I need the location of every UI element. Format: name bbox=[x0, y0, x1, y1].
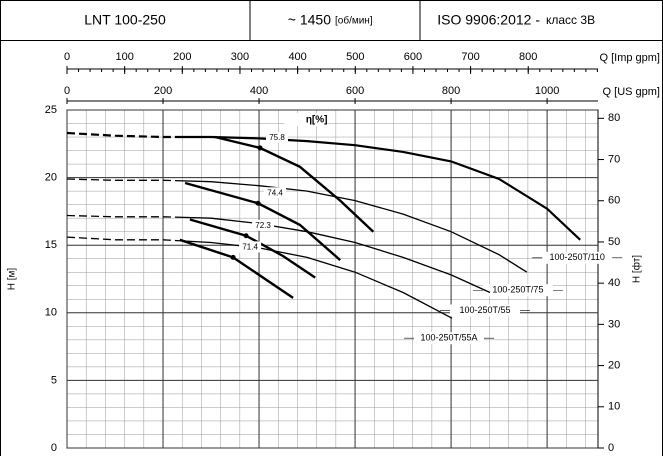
x2-tick-label: 0 bbox=[64, 51, 70, 63]
speed-unit: [об/мин] bbox=[335, 15, 373, 27]
efficiency-label: 74.4 bbox=[267, 188, 283, 197]
label-bg bbox=[264, 187, 287, 199]
standard: ISO 9906:2012 - bbox=[437, 12, 540, 28]
bep-marker bbox=[255, 200, 261, 206]
y2-tick-label: 60 bbox=[608, 195, 620, 207]
x2-axis-label: Q [Imp gpm] bbox=[599, 52, 660, 64]
pump-curve bbox=[66, 214, 491, 294]
efficiency-curve bbox=[184, 181, 341, 262]
y2-tick-label: 80 bbox=[608, 112, 620, 124]
x-tick-label: 400 bbox=[250, 85, 268, 97]
bep-marker bbox=[230, 254, 236, 260]
efficiency-curve bbox=[214, 135, 375, 233]
model: LNT 100-250 bbox=[84, 12, 166, 28]
efficiency-title: η[%] bbox=[306, 115, 328, 126]
bep-marker bbox=[243, 233, 249, 239]
plot-frame bbox=[66, 109, 599, 449]
x2-tick-label: 200 bbox=[173, 51, 191, 63]
y2-tick-label: 70 bbox=[608, 153, 620, 165]
efficiency-curve bbox=[179, 238, 294, 299]
y-tick-label: 10 bbox=[45, 307, 57, 319]
x-tick-label: 200 bbox=[154, 85, 172, 97]
pump-curve bbox=[66, 178, 528, 273]
label-bg bbox=[266, 131, 289, 143]
y-tick-label: 25 bbox=[45, 104, 57, 116]
x2-tick-label: 700 bbox=[461, 51, 479, 63]
series-label: 100-250T/75 bbox=[492, 285, 543, 295]
pump-curve bbox=[66, 131, 581, 241]
bep-marker bbox=[257, 145, 263, 151]
efficiency-label: 71.4 bbox=[242, 242, 258, 251]
y-axis-label: H [м] bbox=[7, 268, 18, 291]
x-tick-label: 1000 bbox=[535, 85, 559, 97]
label-bg bbox=[414, 332, 485, 345]
label-bg bbox=[542, 251, 613, 264]
label-bg bbox=[239, 241, 262, 253]
efficiency-curve bbox=[189, 218, 316, 279]
label-bg bbox=[449, 304, 520, 317]
y2-axis-label: H [фт] bbox=[631, 255, 643, 283]
y-tick-label: 5 bbox=[51, 374, 57, 386]
y-tick-label: 20 bbox=[45, 172, 57, 184]
label-bg bbox=[284, 113, 325, 126]
y2-tick-label: 20 bbox=[608, 359, 620, 371]
efficiency-label: 75.8 bbox=[269, 133, 285, 142]
x-axis-label: Q [US gpm] bbox=[603, 86, 660, 98]
x2-tick-label: 600 bbox=[404, 51, 422, 63]
y2-tick-label: 0 bbox=[608, 442, 614, 454]
speed: ~ 1450 bbox=[288, 12, 331, 28]
y2-tick-label: 10 bbox=[608, 401, 620, 413]
series-label: 100-250T/55A bbox=[421, 333, 478, 343]
series-label: 100-250T/110 bbox=[550, 252, 605, 262]
y2-tick-label: 30 bbox=[608, 318, 620, 330]
y2-tick-label: 50 bbox=[608, 236, 620, 248]
x-tick-label: 800 bbox=[442, 85, 460, 97]
x2-tick-label: 500 bbox=[346, 51, 364, 63]
x-tick-label: 0 bbox=[64, 85, 70, 97]
y-tick-label: 0 bbox=[51, 442, 57, 454]
efficiency-label: 72.3 bbox=[255, 221, 271, 230]
y-tick-label: 15 bbox=[45, 239, 57, 251]
label-bg bbox=[252, 219, 275, 231]
series-label: 100-250T/55 bbox=[459, 305, 510, 315]
label-bg bbox=[482, 284, 553, 297]
x2-tick-label: 300 bbox=[231, 51, 249, 63]
x2-tick-label: 400 bbox=[288, 51, 306, 63]
y2-tick-label: 40 bbox=[608, 277, 620, 289]
x-tick-label: 600 bbox=[346, 85, 364, 97]
x2-tick-label: 800 bbox=[519, 51, 537, 63]
x2-tick-label: 100 bbox=[115, 51, 133, 63]
class: класс 3В bbox=[546, 13, 595, 27]
